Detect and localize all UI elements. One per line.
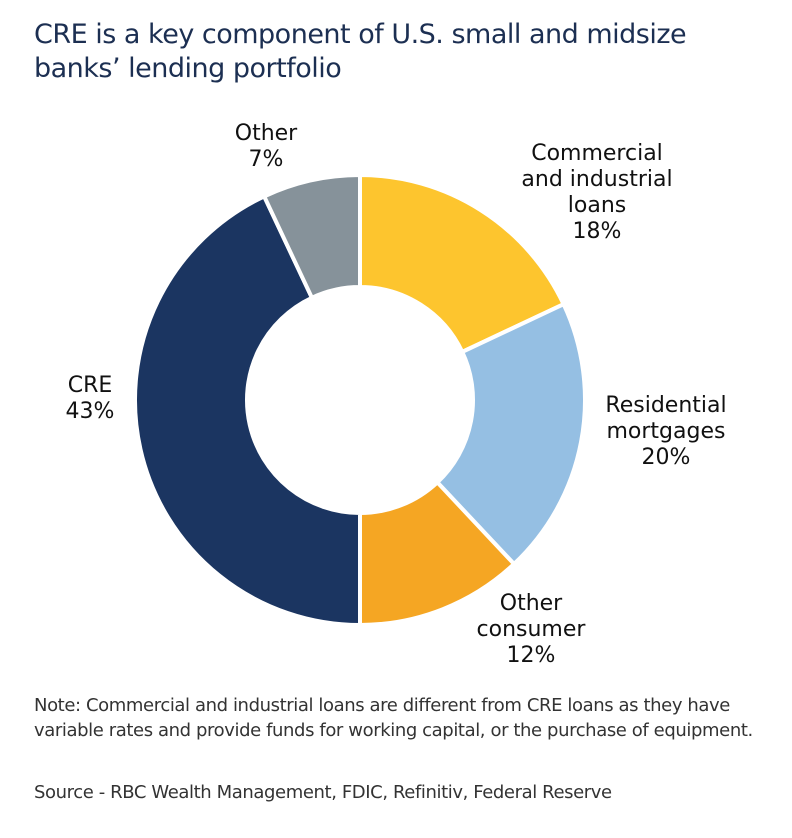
- slice-residential-mortgages: [434, 301, 587, 567]
- data-label-line: 7%: [249, 147, 284, 172]
- data-label-line: Residential: [605, 393, 726, 418]
- data-label-line: consumer: [477, 617, 587, 642]
- data-label-line: loans: [568, 193, 626, 218]
- data-label-line: Other: [500, 591, 563, 616]
- data-label-residential-mortgages: Residential mortgages 20%: [605, 393, 726, 470]
- data-label-line: 20%: [642, 445, 691, 470]
- data-label-line: Other: [235, 121, 298, 146]
- chart-note: Note: Commercial and industrial loans ar…: [34, 695, 753, 741]
- data-label-line: mortgages: [607, 419, 726, 444]
- data-label-line: 43%: [66, 399, 115, 424]
- slice-other: [261, 172, 362, 301]
- data-label-line: 12%: [507, 643, 556, 668]
- data-label-commercial-and-industrial-loans: Commercial and industrial loans 18%: [521, 141, 672, 244]
- slice-commercial-and-industrial-loans: [358, 172, 567, 355]
- data-label-cre: CRE 43%: [66, 373, 115, 424]
- chart-source: Source - RBC Wealth Management, FDIC, Re…: [34, 782, 612, 803]
- slices-group: [133, 172, 587, 628]
- slice-cre: [133, 193, 362, 628]
- labels-group: Commercial and industrial loans 18% Resident…: [66, 121, 727, 668]
- data-label-line: CRE: [68, 373, 113, 398]
- data-label-line: and industrial: [521, 167, 672, 192]
- chart-title: CRE is a key component of U.S. small and…: [34, 19, 687, 84]
- data-label-line: 18%: [573, 219, 622, 244]
- data-label-line: Commercial: [531, 141, 663, 166]
- data-label-other: Other 7%: [235, 121, 298, 172]
- data-label-other-consumer: Other consumer 12%: [477, 591, 587, 668]
